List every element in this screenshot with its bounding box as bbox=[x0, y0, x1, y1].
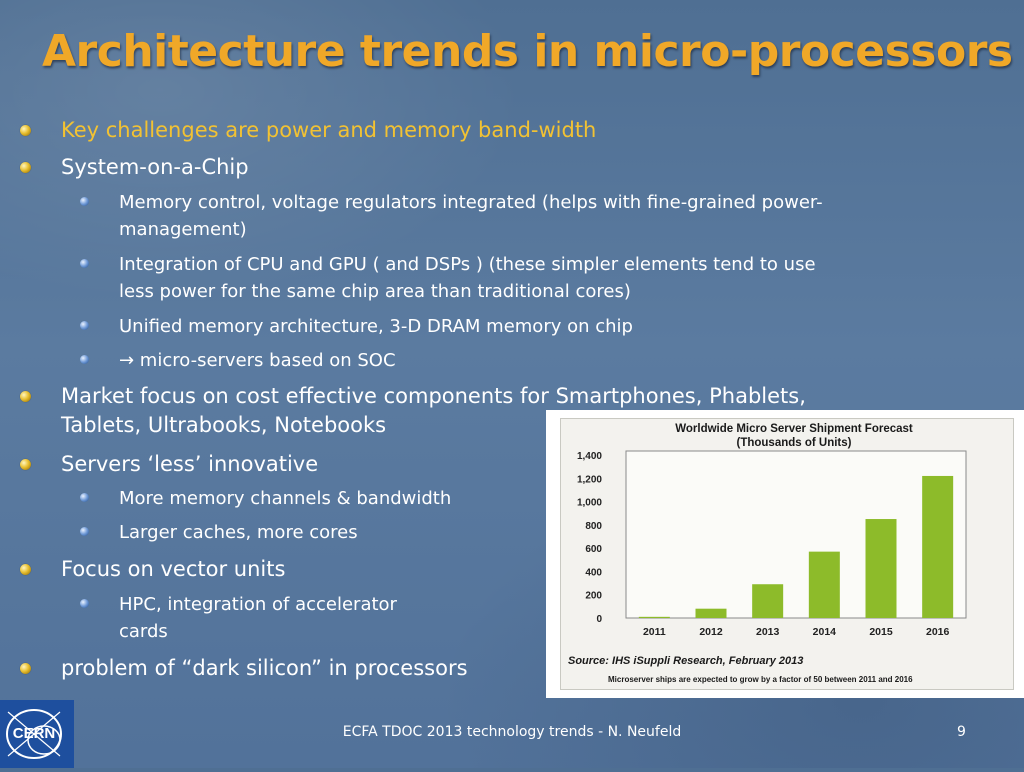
sub-bullet-item: Larger caches, more cores bbox=[80, 519, 358, 546]
bullet-item: problem of “dark silicon” in processors bbox=[20, 654, 468, 683]
bullet-text: System-on-a-Chip bbox=[61, 155, 249, 179]
bullet-text: Integration of CPU and GPU ( and DSPs ) … bbox=[119, 254, 816, 275]
sub-bullet-item: Integration of CPU and GPU ( and DSPs ) … bbox=[80, 251, 816, 305]
bullet-marker-icon bbox=[80, 493, 89, 502]
bullet-marker-icon bbox=[80, 355, 89, 364]
bullet-text: Servers ‘less’ innovative bbox=[61, 452, 319, 476]
bullet-text: Unified memory architecture, 3-D DRAM me… bbox=[119, 316, 633, 337]
bar-2015 bbox=[865, 519, 897, 618]
y-tick-label: 800 bbox=[585, 521, 602, 532]
bullet-text: management) bbox=[119, 219, 247, 240]
sub-bullet-item: HPC, integration of accelerator cards bbox=[80, 591, 397, 645]
chart-source: Source: IHS iSuppli Research, February 2… bbox=[568, 655, 803, 667]
y-tick-label: 400 bbox=[585, 567, 602, 578]
sub-bullet-item: More memory channels & bandwidth bbox=[80, 485, 452, 512]
bullet-item: System-on-a-Chip bbox=[20, 153, 249, 182]
bullet-item: Key challenges are power and memory band… bbox=[20, 116, 597, 145]
sub-bullet-item: → micro-servers based on SOC bbox=[80, 347, 396, 374]
bar-2012 bbox=[695, 608, 727, 618]
x-tick-label: 2014 bbox=[813, 626, 837, 638]
bar-2011 bbox=[638, 616, 670, 618]
bullet-marker-icon bbox=[80, 321, 89, 330]
x-tick-label: 2011 bbox=[643, 626, 666, 638]
bar-2013 bbox=[752, 584, 784, 618]
y-tick-label: 1,000 bbox=[577, 498, 602, 509]
logo-text: CERN bbox=[13, 725, 56, 742]
bullet-text: More memory channels & bandwidth bbox=[119, 488, 452, 509]
x-tick-label: 2013 bbox=[756, 626, 780, 638]
y-tick-label: 1,200 bbox=[577, 474, 602, 485]
bullet-marker-icon bbox=[20, 125, 31, 136]
bar-2014 bbox=[808, 551, 840, 618]
bullet-marker-icon bbox=[80, 527, 89, 536]
bullet-text: Larger caches, more cores bbox=[119, 522, 358, 543]
bullet-text: less power for the same chip area than t… bbox=[119, 281, 631, 302]
chart-panel: Worldwide Micro Server Shipment Forecast… bbox=[546, 410, 1024, 698]
bullet-marker-icon bbox=[80, 599, 89, 608]
bullet-text: Focus on vector units bbox=[61, 557, 286, 581]
x-tick-label: 2012 bbox=[699, 626, 723, 638]
bullet-text: Tablets, Ultrabooks, Notebooks bbox=[61, 413, 387, 437]
bar-2016 bbox=[922, 475, 954, 618]
y-tick-label: 200 bbox=[585, 591, 602, 602]
y-tick-label: 600 bbox=[585, 544, 602, 555]
bullet-text: Memory control, voltage regulators integ… bbox=[119, 192, 823, 213]
x-tick-label: 2015 bbox=[869, 626, 893, 638]
bullet-text: Key challenges are power and memory band… bbox=[61, 118, 597, 142]
chart-title: Worldwide Micro Server Shipment Forecast bbox=[675, 423, 913, 435]
cern-logo-icon: CERN bbox=[6, 709, 62, 759]
bullet-text: problem of “dark silicon” in processors bbox=[61, 656, 468, 680]
page-number: 9 bbox=[957, 724, 966, 740]
bullet-marker-icon bbox=[20, 564, 31, 575]
x-tick-label: 2016 bbox=[926, 626, 950, 638]
bullet-marker-icon bbox=[80, 259, 89, 268]
cern-logo: CERN bbox=[0, 700, 74, 768]
bullet-marker-icon bbox=[20, 162, 31, 173]
bullet-item: Servers ‘less’ innovative bbox=[20, 450, 319, 479]
slide-title: Architecture trends in micro-processors bbox=[42, 26, 1013, 77]
bullet-text: cards bbox=[119, 621, 168, 642]
chart-caption: Microserver ships are expected to grow b… bbox=[608, 675, 913, 684]
sub-bullet-item: Unified memory architecture, 3-D DRAM me… bbox=[80, 313, 633, 340]
bullet-item: Market focus on cost effective component… bbox=[20, 382, 806, 440]
bullet-marker-icon bbox=[20, 391, 31, 402]
sub-bullet-item: Memory control, voltage regulators integ… bbox=[80, 189, 823, 243]
footer-text: ECFA TDOC 2013 technology trends - N. Ne… bbox=[342, 724, 682, 740]
bullet-text: Market focus on cost effective component… bbox=[61, 384, 806, 408]
y-tick-label: 0 bbox=[596, 614, 602, 625]
bullet-item: Focus on vector units bbox=[20, 555, 286, 584]
bullet-text: → micro-servers based on SOC bbox=[119, 350, 396, 371]
bullet-marker-icon bbox=[20, 459, 31, 470]
chart-subtitle: (Thousands of Units) bbox=[737, 437, 852, 449]
plot-area bbox=[625, 450, 967, 619]
bullet-marker-icon bbox=[20, 663, 31, 674]
bullet-marker-icon bbox=[80, 197, 89, 206]
bullet-text: HPC, integration of accelerator bbox=[119, 594, 397, 615]
bar-chart: Worldwide Micro Server Shipment Forecast… bbox=[568, 423, 967, 684]
y-tick-label: 1,400 bbox=[577, 451, 602, 462]
